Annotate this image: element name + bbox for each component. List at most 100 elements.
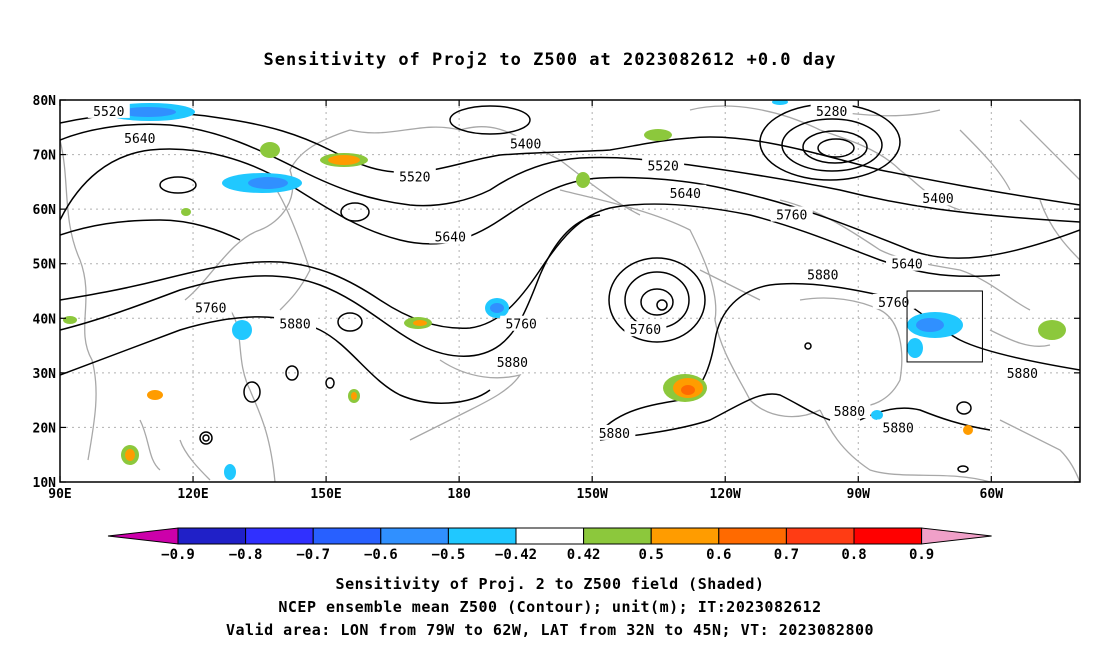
colorbar-label: −0.6 xyxy=(364,547,398,563)
colorbar-segment xyxy=(177,527,247,545)
contour-label-bg xyxy=(810,102,853,118)
contour-label: 5880 xyxy=(834,405,865,420)
colorbar-label: 0.9 xyxy=(909,547,934,563)
contour-label: 5760 xyxy=(630,323,661,338)
contour-label-bg xyxy=(593,424,636,440)
contour-label: 5880 xyxy=(497,356,528,371)
caption-valid-area: Valid area: LON from 79W to 62W, LAT fro… xyxy=(225,621,875,639)
colorbar-segment xyxy=(718,527,787,545)
contour-label: 5880 xyxy=(883,421,914,436)
contour-label-bg xyxy=(770,206,813,222)
longitude-labels: 90E 120E 150E 180 150W 120W 90W 60W xyxy=(48,487,1003,502)
contour-label: 5400 xyxy=(510,138,541,153)
contour-label-bg xyxy=(1001,364,1044,380)
colorbar-segment xyxy=(853,527,923,545)
contour-label-bg xyxy=(624,321,667,337)
contour-label: 5880 xyxy=(599,427,630,442)
contour-label-bg xyxy=(491,353,534,369)
latitude-labels: 80N 70N 60N 50N 40N 30N 20N 10N xyxy=(33,94,57,491)
lat-tick-label: 10N xyxy=(33,476,57,491)
contour-label: 5400 xyxy=(922,192,953,207)
colorbar-label: 0.7 xyxy=(774,547,799,563)
colorbar-label: 0.5 xyxy=(639,547,664,563)
colorbar-low-arrow xyxy=(107,527,179,545)
axis-ticks xyxy=(59,99,1080,483)
lon-tick-label: 120W xyxy=(710,487,741,502)
colorbar-segment xyxy=(650,527,720,545)
contour-label-bg xyxy=(917,190,960,206)
lon-tick-label: 150E xyxy=(310,487,341,502)
contour-label-bg xyxy=(189,299,232,315)
contour-label-bg xyxy=(877,419,920,435)
contour-label-bg xyxy=(801,266,844,282)
colorbar-high-arrow xyxy=(921,527,992,545)
page-title: Sensitivity of Proj2 to Z500 at 20230826… xyxy=(263,50,837,70)
contour-label: 5640 xyxy=(435,230,466,245)
contour-label: 5760 xyxy=(506,318,537,333)
colorbar-label: −0.9 xyxy=(161,547,195,563)
contour-label-bg xyxy=(886,255,929,271)
contour-label: 5640 xyxy=(124,132,155,147)
colorbar-label: −0.7 xyxy=(296,547,330,563)
contour-label-bg xyxy=(500,315,543,331)
colorbar-segment xyxy=(245,527,314,545)
colorbar-label: −0.5 xyxy=(432,547,466,563)
caption-shading: Sensitivity of Proj. 2 to Z500 field (Sh… xyxy=(335,575,765,593)
lon-tick-label: 150W xyxy=(577,487,608,502)
contour-label: 5760 xyxy=(776,209,807,224)
contour-label: 5640 xyxy=(891,258,922,273)
contour-label: 5520 xyxy=(647,159,678,174)
lon-tick-label: 60W xyxy=(980,487,1004,502)
contour-label: 5880 xyxy=(1007,367,1038,382)
contour-label: 5280 xyxy=(816,105,847,120)
contour-label: 5520 xyxy=(93,105,124,120)
colorbar-segment xyxy=(583,527,652,545)
contour-label: 5520 xyxy=(399,170,430,185)
contour-label-bg xyxy=(87,102,130,118)
contour-label: 5880 xyxy=(807,269,838,284)
colorbar-segment xyxy=(515,527,585,545)
lon-tick-label: 90E xyxy=(48,487,71,502)
colorbar-segment xyxy=(380,527,449,545)
map-frame xyxy=(59,99,1081,483)
colorbar-segment xyxy=(785,527,855,545)
contour-label: 5880 xyxy=(279,318,310,333)
lat-tick-label: 20N xyxy=(33,421,57,436)
sensitivity-shading xyxy=(63,100,1066,480)
colorbar-label: 0.6 xyxy=(706,547,731,563)
colorbar-label: −0.8 xyxy=(229,547,263,563)
contour-label: 5760 xyxy=(878,296,909,311)
z500-contours xyxy=(60,103,1080,473)
colorbar-label: 0.42 xyxy=(567,547,601,563)
colorbar: −0.9 −0.8 −0.7 −0.6 −0.5 −0.42 0.42 0.5 0.6 0.7 0.… xyxy=(107,527,992,563)
contour-label-bg xyxy=(429,228,472,244)
lon-tick-label: 120E xyxy=(177,487,208,502)
lat-tick-label: 70N xyxy=(33,149,57,164)
lon-tick-label: 90W xyxy=(847,487,871,502)
contour-label: 5760 xyxy=(195,301,226,316)
contour-label-bg xyxy=(393,168,436,184)
lon-tick-label: 180 xyxy=(447,487,471,502)
contour-label-bg xyxy=(118,130,161,146)
colorbar-segment xyxy=(447,527,517,545)
lat-tick-label: 80N xyxy=(33,94,57,109)
valid-area-box xyxy=(906,290,983,363)
colorbar-label: 0.8 xyxy=(841,547,866,563)
contour-label: 5640 xyxy=(670,187,701,202)
contour-label-bg xyxy=(274,315,317,331)
contour-label-bg xyxy=(642,157,685,173)
coastlines xyxy=(60,105,1080,482)
lat-tick-label: 50N xyxy=(33,258,57,273)
contour-label-bg xyxy=(872,293,915,309)
contour-label-bg xyxy=(664,184,707,200)
contour-label-bg xyxy=(828,403,871,419)
caption-contour: NCEP ensemble mean Z500 (Contour); unit(… xyxy=(278,598,822,616)
contour-label-bg xyxy=(504,135,547,151)
lat-tick-label: 40N xyxy=(33,312,57,327)
colorbar-segment xyxy=(312,527,382,545)
lat-tick-label: 30N xyxy=(33,367,57,382)
lat-tick-label: 60N xyxy=(33,203,57,218)
colorbar-label: −0.42 xyxy=(495,547,537,563)
